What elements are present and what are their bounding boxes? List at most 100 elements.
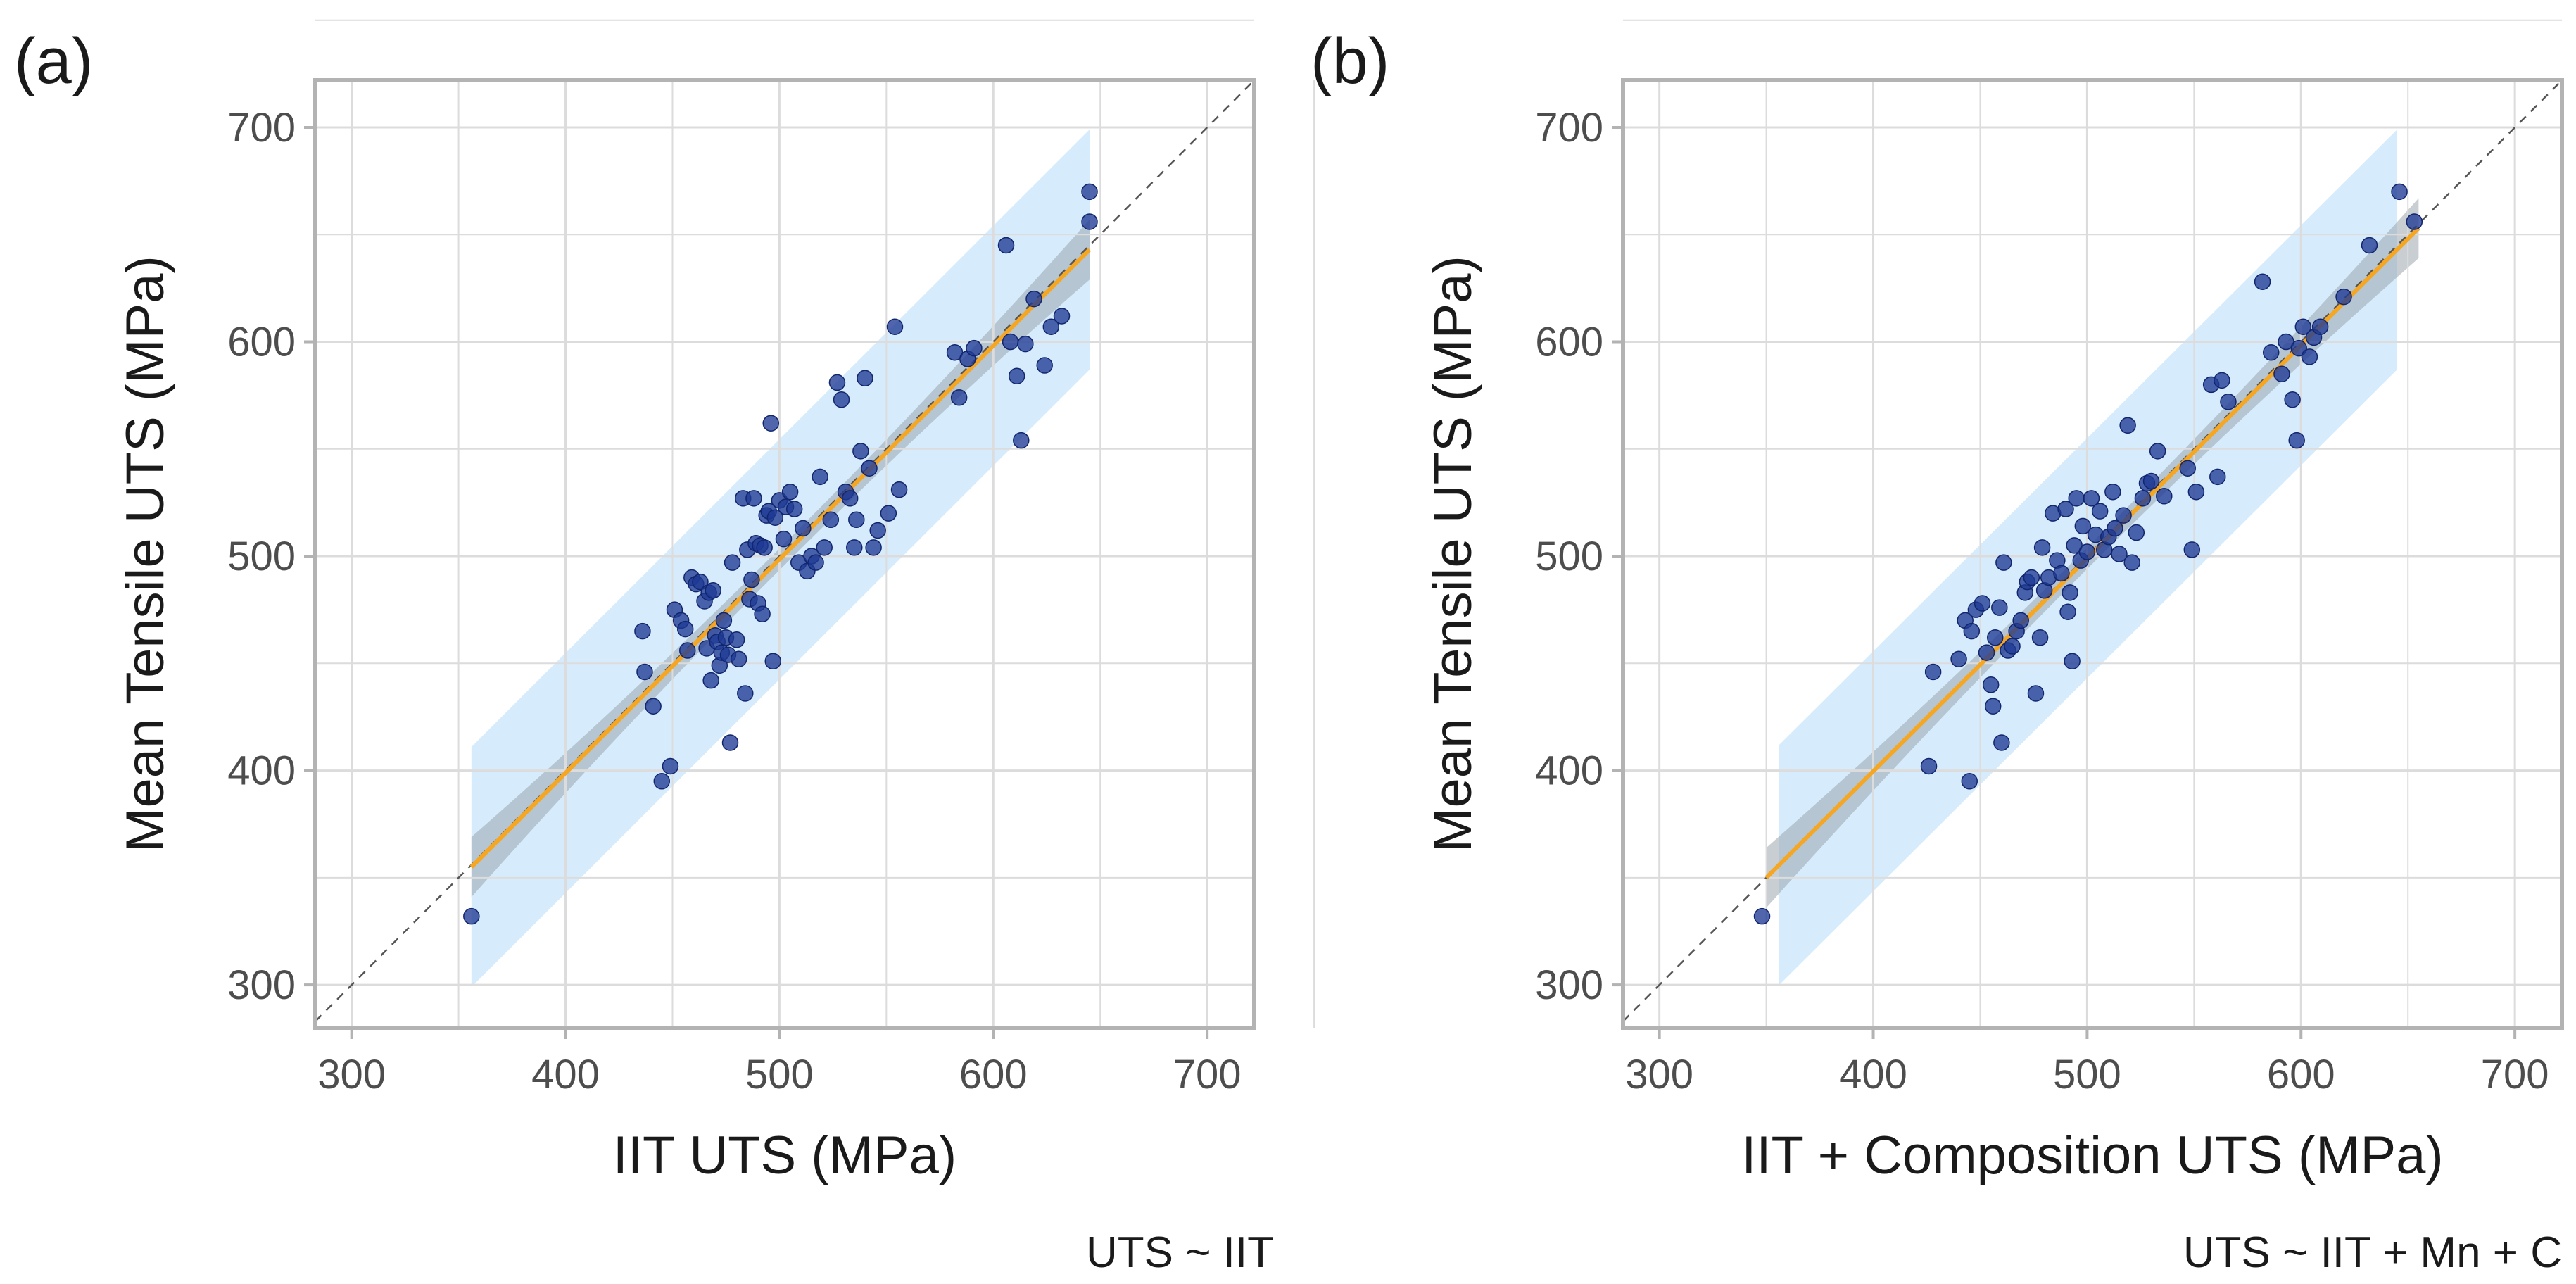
panel-a-point-9	[678, 642, 696, 659]
panel-b-point-51	[2128, 524, 2145, 541]
panel-b-point-62	[2214, 372, 2230, 389]
panel-a-point-63	[848, 511, 865, 529]
panel-b-ytick-label-500: 500	[1535, 534, 1603, 579]
panel-b-point-61	[2209, 468, 2226, 486]
panel-a-point-34	[745, 490, 762, 507]
panel-b-xtick-label-700: 700	[2481, 1052, 2549, 1097]
panel-b-point-8	[1974, 595, 1991, 612]
panel-b-point-56	[2156, 488, 2173, 505]
panel-a-point-71	[890, 481, 908, 498]
panel-b-point-50	[2123, 554, 2140, 571]
panel-a-point-57	[822, 511, 840, 529]
panel-b-point-72	[2301, 348, 2318, 365]
panel-b-point-48	[2115, 507, 2132, 524]
panel-a-point-78	[1008, 367, 1025, 384]
panel-a-point-46	[775, 530, 793, 548]
panel-b-point-49	[2119, 417, 2136, 434]
panel-a-point-82	[1036, 357, 1053, 374]
panel-b-ylabel: Mean Tensile UTS (MPa)	[1423, 256, 1483, 852]
panel-b-point-40	[2083, 490, 2100, 507]
panel-b-point-39	[2078, 543, 2096, 560]
panel-a-point-48	[781, 483, 799, 501]
panel-b-point-68	[2284, 391, 2301, 408]
panel-b-xtick-label-500: 500	[2053, 1052, 2121, 1097]
panel-a-point-54	[807, 554, 824, 571]
panel-a-point-55	[812, 468, 828, 486]
panel-a-xtick-label-700: 700	[1173, 1052, 1242, 1097]
panel-a-point-3	[645, 698, 662, 715]
panel-b-point-32	[2059, 603, 2076, 620]
panel-a-point-2	[636, 663, 653, 681]
panel-a-point-76	[997, 237, 1015, 254]
panel-b-ytick-label-600: 600	[1535, 320, 1603, 365]
panel-a-point-30	[737, 685, 754, 702]
panel-a-point-12	[692, 573, 709, 591]
panel-a-point-1	[634, 622, 651, 640]
panel-a-ytick-label-300: 300	[227, 962, 296, 1008]
panel-b-point-17	[2004, 638, 2021, 655]
panel-b-point-15	[1995, 554, 2012, 571]
panel-a-point-16	[702, 672, 719, 689]
panel-a-point-17	[705, 582, 721, 599]
panel-a-point-8	[676, 620, 694, 638]
panel-b-point-25	[2033, 539, 2051, 556]
panel-a-point-44	[766, 509, 784, 526]
panel-a-point-49	[785, 501, 803, 517]
panel-b-point-64	[2254, 273, 2271, 291]
panel-a-xtick-label-400: 400	[531, 1052, 600, 1097]
panel-a-xtick-label-300: 300	[317, 1052, 386, 1097]
panel-b-point-65	[2262, 344, 2280, 361]
panel-b-point-45	[2104, 483, 2121, 501]
panel-b-point-38	[2074, 517, 2092, 535]
panel-a-xtick-label-600: 600	[959, 1052, 1028, 1097]
panel-a-point-81	[1025, 290, 1042, 308]
panel-a-point-4	[653, 773, 671, 790]
panel-a-point-33	[743, 571, 760, 588]
panel-a-point-56	[816, 539, 833, 556]
panel-b-xtick-label-300: 300	[1625, 1052, 1693, 1097]
panel-a-point-26	[724, 554, 741, 571]
panel-b-point-70	[2290, 339, 2307, 357]
panel-b-ticks: 300 400 500 600 700 300 400 500 600 700	[1535, 105, 2549, 1097]
panel-a-xlabel: IIT UTS (MPa)	[613, 1126, 956, 1185]
panel-a-point-67	[865, 539, 882, 556]
panel-b-point-47	[2111, 546, 2128, 562]
panel-a-point-77	[1002, 333, 1019, 351]
panel-b-point-42	[2091, 503, 2109, 520]
panel-a-point-5	[662, 757, 679, 775]
panel-b-point-75	[2335, 288, 2352, 306]
panel-b: (b) 300 400 500 600 700 300 400 500 600 700 IIT +…	[1311, 19, 2564, 1277]
panel-a-caption: UTS ~ IIT	[1086, 1228, 1274, 1277]
panel-a-point-43	[764, 653, 782, 670]
panel-a-point-68	[869, 522, 886, 539]
panel-b-ytick-label-300: 300	[1535, 962, 1603, 1008]
panel-b-point-36	[2068, 490, 2085, 507]
panel-b-point-78	[2406, 213, 2423, 230]
panel-b-point-66	[2273, 365, 2290, 382]
panel-b-point-0	[1753, 907, 1771, 925]
panel-b-point-23	[2027, 685, 2045, 702]
panel-b-point-19	[2012, 612, 2029, 629]
panel-a-point-42	[762, 415, 779, 432]
panel-b-xlabel: IIT + Composition UTS (MPa)	[1741, 1126, 2443, 1185]
panel-a-point-39	[756, 539, 773, 556]
panel-a-point-85	[1081, 183, 1098, 201]
panel-a-ytick-label-500: 500	[227, 534, 296, 579]
panel-a-point-69	[880, 505, 897, 522]
panel-a-point-22	[715, 612, 733, 629]
panel-a-point-70	[886, 318, 904, 335]
panel-a-point-28	[730, 650, 747, 667]
panel-b-point-52	[2134, 490, 2152, 507]
panel-a-point-79	[1013, 432, 1030, 449]
panel-a-ytick-label-700: 700	[227, 105, 296, 151]
panel-b-point-10	[1982, 676, 2000, 693]
panel-b-point-1	[1920, 757, 1938, 775]
panel-a-point-65	[857, 370, 873, 387]
panel-b-point-74	[2311, 318, 2329, 335]
panel-b-point-58	[2183, 541, 2201, 558]
panel-a: (a) 300 400 500 600 700 300 400 500 600 700 IIT U…	[14, 19, 1315, 1277]
panel-b-point-3	[1950, 650, 1967, 667]
panel-b-point-54	[2142, 472, 2160, 490]
panel-b-point-77	[2391, 183, 2408, 201]
